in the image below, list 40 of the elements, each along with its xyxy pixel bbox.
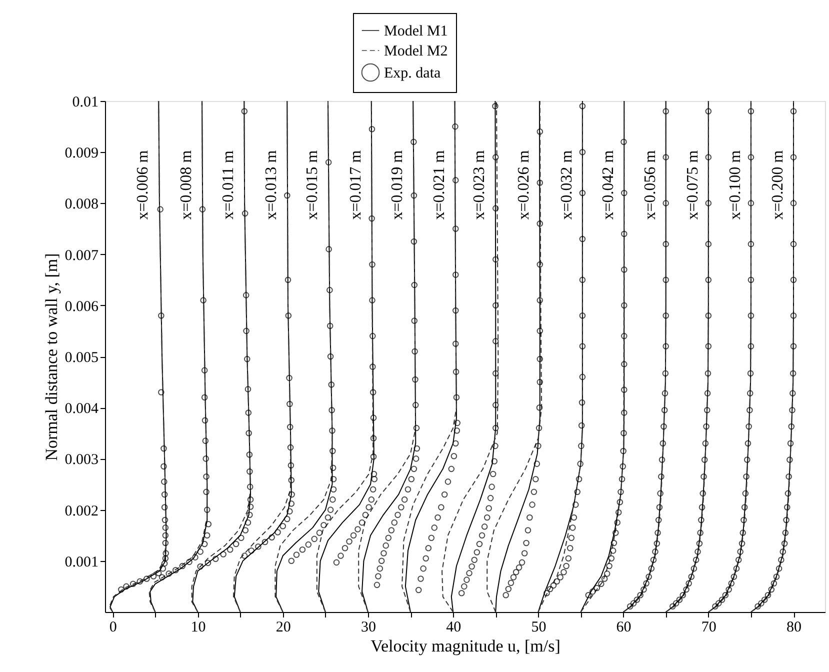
x-tick-label: 20 <box>276 620 291 636</box>
x-tick-label: 50 <box>531 620 546 636</box>
annotation: x=0.200 m <box>770 150 787 220</box>
x-tick-label: 80 <box>786 620 802 636</box>
x-tick-label: 30 <box>360 620 376 636</box>
y-tick-label: 0.009 <box>64 146 98 162</box>
legend-label: Model M1 <box>384 24 448 40</box>
annotation: x=0.011 m <box>220 150 238 220</box>
annotation: x=0.008 m <box>178 150 196 220</box>
annotation: x=0.015 m <box>304 150 321 220</box>
annotation: x=0.075 m <box>684 150 702 220</box>
y-axis-title: Normal distance to wall y, [m] <box>42 253 61 461</box>
annotation: x=0.056 m <box>642 150 659 220</box>
annotation: x=0.032 m <box>558 150 576 220</box>
annotation: x=0.006 m <box>134 150 152 220</box>
x-tick-label: 40 <box>446 620 462 636</box>
annotation: x=0.023 m <box>471 150 488 220</box>
y-tick-label: 0.001 <box>64 554 98 570</box>
x-tick-label: 70 <box>701 620 716 636</box>
x-tick-label: 0 <box>109 620 117 636</box>
y-tick-label: 0.006 <box>64 298 99 315</box>
x-tick-label: 10 <box>190 620 206 636</box>
y-tick-label: 0.004 <box>64 401 99 418</box>
y-tick-label: 0.007 <box>64 248 99 264</box>
annotation: x=0.100 m <box>726 150 744 220</box>
annotation: x=0.042 m <box>600 150 618 220</box>
annotation: x=0.021 m <box>430 150 448 220</box>
y-tick-label: 0.003 <box>64 452 98 468</box>
annotation: x=0.017 m <box>347 150 364 220</box>
x-axis-title: Velocity magnitude u, [m/s] <box>370 636 560 656</box>
y-tick-label: 0.005 <box>64 350 98 366</box>
y-tick-label: 0.002 <box>64 503 98 520</box>
legend-label: Exp. data <box>384 66 441 82</box>
y-tick-label: 0.01 <box>72 94 98 110</box>
annotation: x=0.026 m <box>515 150 532 220</box>
x-tick-label: 60 <box>616 620 632 636</box>
annotation: x=0.013 m <box>263 150 280 220</box>
legend-label: Model M2 <box>384 44 448 60</box>
y-tick-label: 0.008 <box>64 196 98 213</box>
annotation: x=0.019 m <box>389 150 406 220</box>
